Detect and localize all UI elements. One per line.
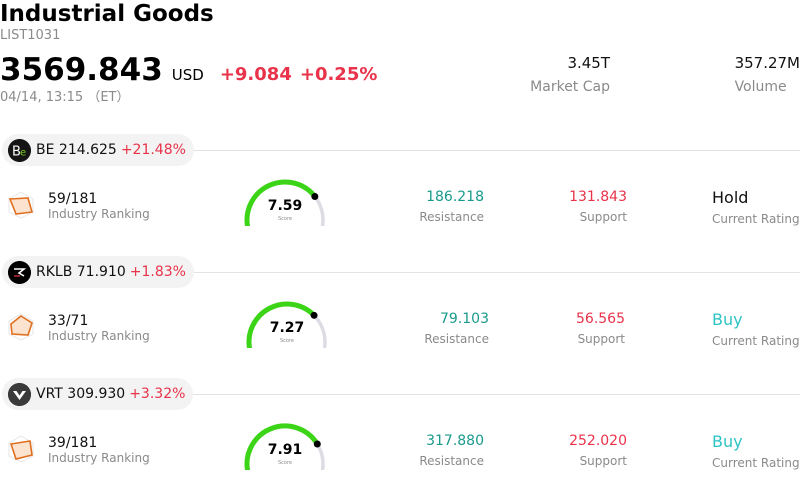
resistance-label: Resistance	[419, 454, 484, 468]
list-code: LIST1031	[0, 28, 61, 43]
stock-pill[interactable]: RKLB 71.910 +1.83%	[2, 256, 194, 288]
stock-ticker: VRT	[36, 386, 63, 402]
resistance-block: 317.880 Resistance	[419, 432, 484, 469]
score-label: Score	[277, 216, 292, 222]
gauge-fill	[244, 179, 318, 226]
page-title: Industrial Goods	[0, 1, 214, 27]
stock-ticker: BE	[36, 142, 55, 158]
volume-value: 357.27M	[734, 54, 800, 72]
divider	[190, 272, 800, 273]
stock-price: 71.910	[76, 264, 126, 280]
current-rating-label: Current Rating	[712, 212, 800, 226]
rocket-lab-logo-icon	[8, 260, 31, 284]
volume-stat: 357.27M Volume	[735, 53, 800, 97]
currency-label: USD	[171, 66, 204, 84]
industry-ranking-label: Industry Ranking	[48, 329, 150, 343]
support-label: Support	[579, 454, 627, 468]
gauge-marker	[311, 193, 319, 200]
price-row: 3569.843 USD +9.084 +0.25%	[0, 52, 377, 90]
index-price: 3569.843	[0, 52, 163, 88]
score-gauge: 7.27 Score	[242, 300, 332, 348]
gauge-marker	[310, 311, 318, 319]
resistance-label: Resistance	[424, 332, 489, 346]
market-cap-stat: 3.45T Market Cap	[530, 53, 610, 97]
stock-change-pct: +21.48%	[120, 142, 186, 158]
current-rating-value: Hold	[712, 188, 749, 207]
rating-block: Buy Current Rating	[712, 310, 800, 349]
stock-card[interactable]: RKLB 71.910 +1.83% 33/71 Industry Rankin…	[0, 256, 800, 378]
stock-card[interactable]: VRT 309.930 +3.32% 39/181 Industry Ranki…	[0, 378, 800, 488]
industry-ranking-label: Industry Ranking	[48, 207, 150, 221]
gauge-fill	[244, 423, 320, 470]
resistance-block: 79.103 Resistance	[424, 310, 489, 347]
resistance-value: 186.218	[426, 189, 484, 205]
rating-block: Buy Current Rating	[712, 432, 800, 471]
current-rating-value: Buy	[712, 432, 743, 451]
support-value: 131.843	[569, 189, 627, 205]
price-change-pct: +0.25%	[299, 64, 378, 85]
resistance-label: Resistance	[419, 210, 484, 224]
support-label: Support	[577, 332, 625, 346]
score-value: 7.27	[269, 320, 305, 336]
support-value: 252.020	[569, 433, 627, 449]
stock-price: 214.625	[58, 142, 117, 158]
support-block: 252.020 Support	[569, 432, 627, 469]
support-block: 56.565 Support	[576, 310, 625, 347]
score-value: 7.91	[267, 442, 303, 458]
support-value: 56.565	[576, 311, 625, 327]
svg-text:B: B	[12, 144, 21, 159]
market-cap-value: 3.45T	[567, 54, 610, 72]
industry-ranking-label: Industry Ranking	[48, 451, 150, 465]
resistance-value: 79.103	[440, 311, 489, 327]
current-rating-value: Buy	[712, 310, 743, 329]
timestamp: 04/14, 13:15 （ET）	[0, 90, 130, 105]
industry-ranking-value: 59/181	[48, 191, 98, 207]
resistance-value: 317.880	[426, 433, 484, 449]
divider	[190, 150, 800, 151]
score-value: 7.59	[267, 198, 303, 214]
stock-change-pct: +3.32%	[129, 386, 186, 402]
stock-ticker: RKLB	[36, 264, 73, 280]
rating-block: Hold Current Rating	[712, 188, 800, 227]
vertiv-logo-icon	[8, 382, 31, 406]
ranking-radar-icon	[8, 313, 34, 341]
current-rating-label: Current Rating	[712, 334, 800, 348]
gauge-fill	[246, 301, 317, 348]
industry-ranking-value: 39/181	[48, 435, 98, 451]
score-gauge: 7.59 Score	[240, 178, 330, 226]
industry-ranking-value: 33/71	[48, 313, 89, 329]
ranking-radar-icon	[8, 191, 34, 219]
svg-text:e: e	[20, 147, 26, 158]
stock-price: 309.930	[67, 386, 126, 402]
market-cap-label: Market Cap	[530, 79, 610, 95]
divider	[190, 394, 800, 395]
gauge-marker	[313, 440, 321, 448]
resistance-block: 186.218 Resistance	[419, 188, 484, 225]
volume-label: Volume	[734, 79, 787, 95]
ranking-radar-icon	[8, 435, 34, 463]
support-block: 131.843 Support	[569, 188, 627, 225]
score-label: Score	[277, 460, 292, 466]
current-rating-label: Current Rating	[712, 456, 800, 470]
stock-change-pct: +1.83%	[129, 264, 186, 280]
score-gauge: 7.91 Score	[240, 422, 330, 470]
price-change: +9.084	[219, 64, 292, 85]
support-label: Support	[579, 210, 627, 224]
score-label: Score	[279, 338, 294, 344]
stock-pill[interactable]: VRT 309.930 +3.32%	[2, 378, 194, 410]
